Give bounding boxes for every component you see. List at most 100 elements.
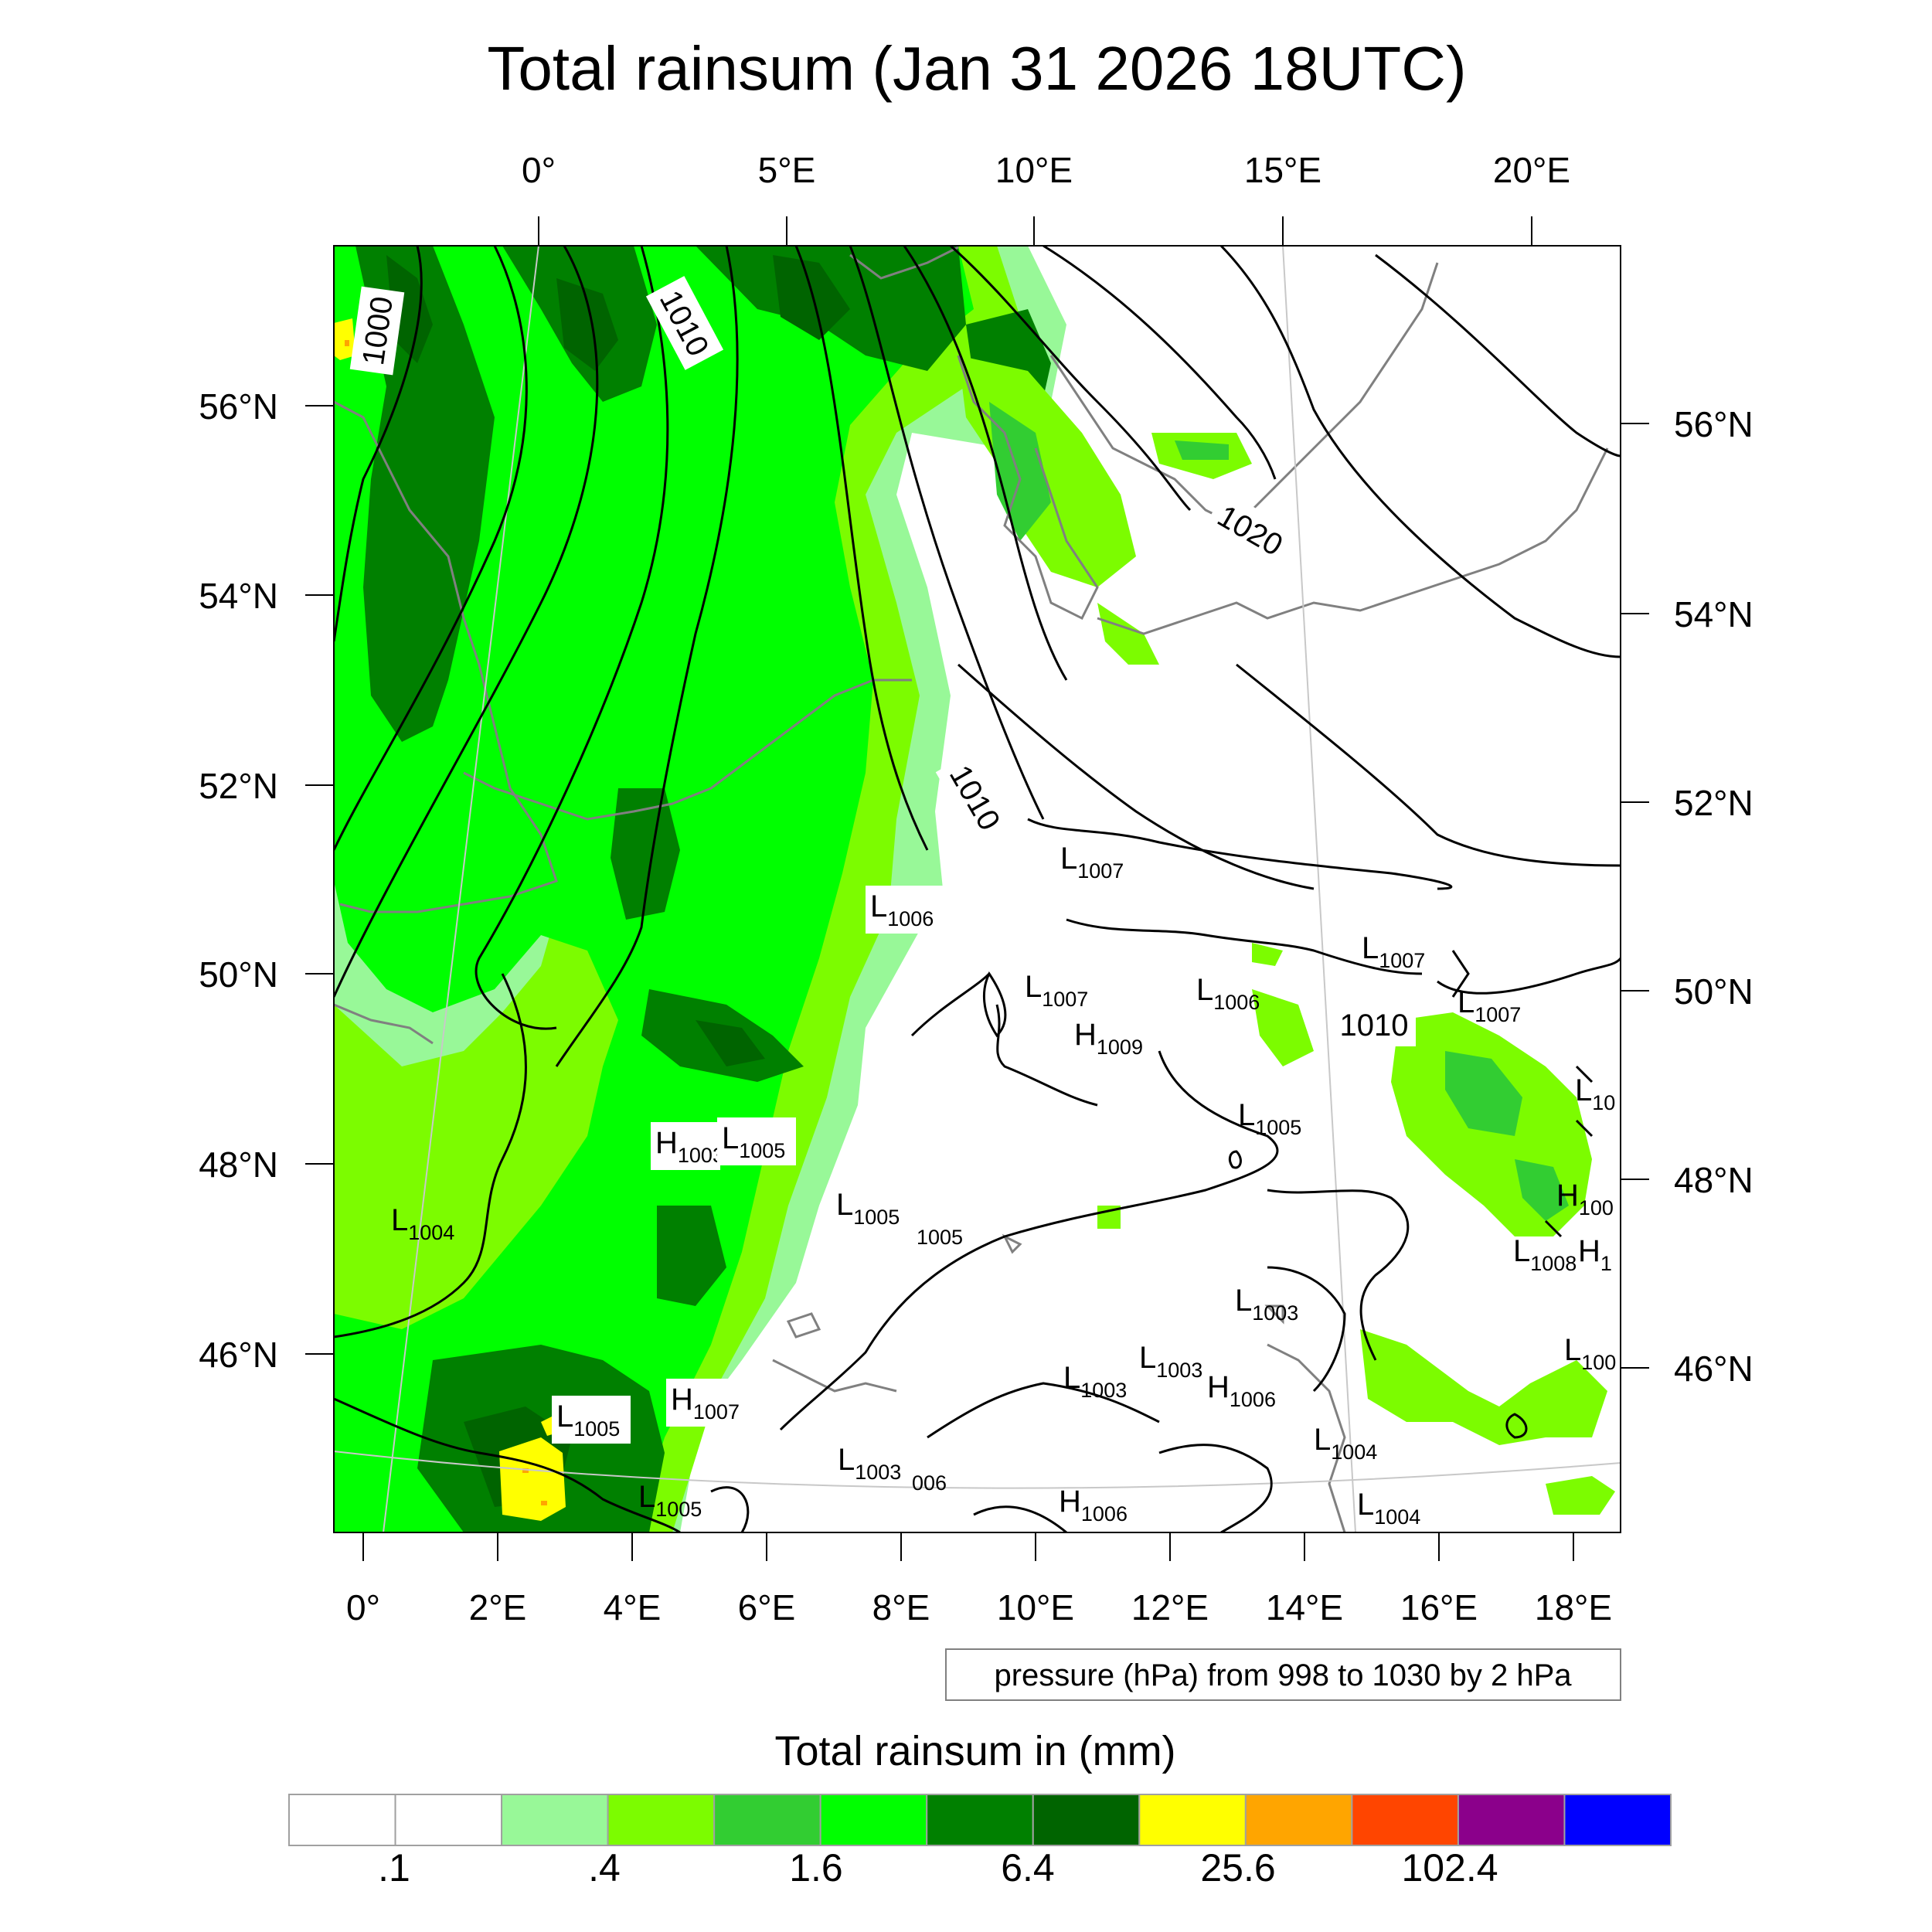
pressure-center-label: L1005 (1238, 1098, 1301, 1139)
pressure-center-bg (866, 886, 944, 934)
pressure-center-value: 1007 (1042, 988, 1088, 1011)
svg-text:H1006: H1006 (1059, 1485, 1128, 1526)
colorbar-cells (288, 1794, 1672, 1846)
isobar-label-bg (1203, 490, 1298, 570)
pressure-center-value: 1003 (678, 1144, 724, 1167)
svg-text:L1005: L1005 (556, 1400, 620, 1440)
isobar (474, 246, 669, 1030)
pressure-center-bg (552, 1396, 631, 1444)
coastline-gulf-of-lion (772, 1359, 897, 1393)
isobar (1027, 818, 1453, 890)
bottom-lon-label: 18°E (1535, 1587, 1612, 1628)
colorbar: Total rainsum in (mm) .1 .4 1.6 6.4 25.6… (288, 1728, 1672, 1889)
pressure-center-type: L (638, 1480, 655, 1514)
svg-text:L1004: L1004 (1314, 1423, 1377, 1464)
pressure-center-label: L1005 (836, 1188, 900, 1229)
pressure-center-value: 1007 (1379, 949, 1425, 972)
right-lat-label: 50°N (1674, 971, 1753, 1012)
pressure-center-label: H100 (1556, 1179, 1614, 1219)
isobar (1043, 246, 1277, 480)
colorbar-cell (1032, 1794, 1141, 1846)
pressure-center-type: L (1564, 1333, 1581, 1367)
svg-text:L1003: L1003 (1235, 1284, 1298, 1325)
pressure-center-label: L1004 (1357, 1488, 1420, 1529)
right-latitude-axis: 56°N 54°N 52°N 50°N 48°N 46°N (1621, 404, 1753, 1389)
colorbar-cell (819, 1794, 928, 1846)
pressure-center-value: 1 (1600, 1252, 1612, 1275)
isobar (1437, 957, 1621, 995)
right-lat-label: 54°N (1674, 594, 1753, 634)
pressure-center-value: 1007 (1077, 859, 1124, 883)
coastline-baltic-south (1097, 447, 1609, 635)
isobar (903, 246, 1068, 681)
left-lat-label: 52°N (199, 766, 278, 806)
isobar (1544, 1065, 1594, 1238)
pressure-center-value: 100 (1581, 1351, 1616, 1374)
svg-text:L1003: L1003 (1063, 1361, 1127, 1402)
isobar (1375, 253, 1621, 457)
svg-text:H100: H100 (1556, 1179, 1614, 1219)
pressure-sub-label: 1005 (917, 1226, 963, 1249)
graticule-meridian-15 (1282, 246, 1356, 1532)
pressure-center-label: L1003 (838, 1443, 901, 1484)
left-lat-label: 54°N (199, 576, 278, 616)
pressure-center-value: 1003 (1080, 1379, 1127, 1402)
svg-text:L1004: L1004 (1357, 1488, 1420, 1529)
pressure-center-value: 1005 (655, 1498, 702, 1521)
pressure-center-type: H (1556, 1179, 1579, 1213)
map-frame (333, 245, 1621, 1533)
colorbar-cell (1138, 1794, 1247, 1846)
bottom-lon-label: 8°E (872, 1587, 930, 1628)
top-lon-label: 10°E (995, 150, 1073, 190)
svg-text:L1007: L1007 (1362, 931, 1425, 972)
pressure-center-type: L (1235, 1284, 1252, 1318)
pressure-center-value: 1006 (1213, 991, 1260, 1014)
svg-text:L1005: L1005 (1238, 1098, 1301, 1139)
isobar (950, 246, 1192, 512)
svg-text:L1005: L1005 (638, 1480, 702, 1521)
pressure-center-type: H (1578, 1234, 1600, 1268)
pressure-center-type: L (1196, 973, 1213, 1007)
top-lon-label: 20°E (1493, 150, 1570, 190)
isobar-label: 1010 (1340, 1009, 1409, 1043)
isobar (334, 1397, 681, 1532)
isobar-label-bg (935, 750, 1015, 845)
isobars (334, 246, 1621, 1532)
colorbar-cell (1563, 1794, 1672, 1846)
isobar (1451, 950, 1470, 998)
svg-text:L100: L100 (1564, 1333, 1616, 1374)
pressure-center-label: L1006 (866, 886, 944, 934)
pressure-center-bg (717, 1117, 796, 1165)
graticule-parallel-45 (334, 1451, 1621, 1489)
isobar-label-bg (349, 286, 405, 376)
isobar (927, 1382, 1160, 1439)
isobar (334, 973, 527, 1338)
pressure-center-label: H1007 (666, 1379, 750, 1427)
isobar-label-group: 1000 (349, 286, 405, 376)
pressure-center-type: L (1513, 1234, 1530, 1268)
colorbar-cell (288, 1794, 396, 1846)
pressure-center-label: L1008 (1513, 1234, 1577, 1275)
pressure-center-label: L1003 (1235, 1284, 1298, 1325)
left-lat-label: 56°N (199, 386, 278, 427)
bottom-lon-label: 6°E (738, 1587, 796, 1628)
svg-text:L1003: L1003 (838, 1443, 901, 1484)
svg-text:L1007: L1007 (1458, 985, 1521, 1026)
pressure-center-value: 1004 (1374, 1505, 1420, 1529)
right-lat-label: 48°N (1674, 1160, 1753, 1200)
pressure-center-label: H1 (1578, 1234, 1612, 1275)
pressure-center-label: L1007 (1458, 985, 1521, 1026)
svg-text:L1008: L1008 (1513, 1234, 1577, 1275)
svg-text:H1009: H1009 (1074, 1018, 1143, 1059)
pressure-centers: L1007 L1006 L1007 H1009 L1006 L1007 L100… (391, 842, 1616, 1529)
pressure-center-value: 1004 (1331, 1440, 1377, 1464)
pressure-center-type: L (1139, 1341, 1156, 1375)
pressure-center-value: 1003 (855, 1461, 901, 1484)
pressure-center-value: 1005 (573, 1417, 620, 1440)
left-lat-label: 46°N (199, 1335, 278, 1375)
bottom-lon-label: 16°E (1400, 1587, 1478, 1628)
svg-text:L1003: L1003 (1139, 1341, 1202, 1382)
colorbar-cell (1351, 1794, 1459, 1846)
pressure-center-type: L (1238, 1098, 1255, 1132)
pressure-center-label: L1005 (638, 1480, 702, 1521)
